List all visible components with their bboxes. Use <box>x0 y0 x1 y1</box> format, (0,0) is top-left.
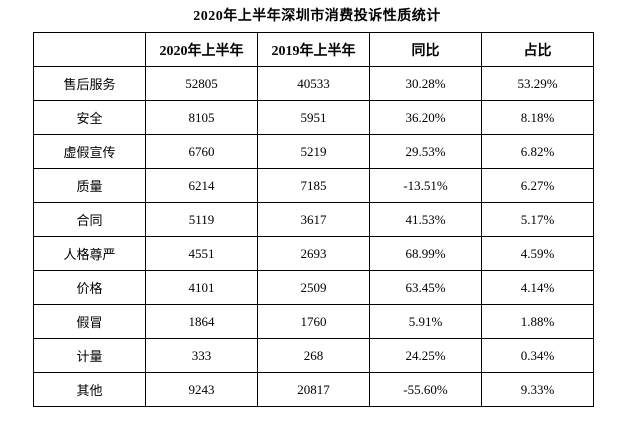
data-cell: 36.20% <box>369 100 482 135</box>
data-cell: -13.51% <box>369 168 482 203</box>
data-cell: 68.99% <box>369 236 482 271</box>
data-cell: 6.27% <box>481 168 594 203</box>
row-label: 其他 <box>33 372 146 407</box>
data-cell: 6760 <box>145 134 258 169</box>
table-row: 合同 5119 3617 41.53% 5.17% <box>33 202 594 237</box>
data-cell: -55.60% <box>369 372 482 407</box>
data-cell: 8.18% <box>481 100 594 135</box>
row-label: 合同 <box>33 202 146 237</box>
data-cell: 53.29% <box>481 66 594 101</box>
data-cell: 5.17% <box>481 202 594 237</box>
data-cell: 9243 <box>145 372 258 407</box>
data-cell: 4.59% <box>481 236 594 271</box>
data-cell: 52805 <box>145 66 258 101</box>
data-cell: 20817 <box>257 372 370 407</box>
complaints-table: 2020年上半年 2019年上半年 同比 占比 售后服务 52805 40533 30… <box>33 32 594 407</box>
data-cell: 2509 <box>257 270 370 305</box>
data-cell: 30.28% <box>369 66 482 101</box>
data-cell: 24.25% <box>369 338 482 373</box>
data-cell: 4551 <box>145 236 258 271</box>
table-row: 其他 9243 20817 -55.60% 9.33% <box>33 372 594 407</box>
row-label: 人格尊严 <box>33 236 146 271</box>
table-header: 2020年上半年 2019年上半年 同比 占比 <box>33 32 594 67</box>
table-row: 售后服务 52805 40533 30.28% 53.29% <box>33 66 594 101</box>
data-cell: 4101 <box>145 270 258 305</box>
data-cell: 7185 <box>257 168 370 203</box>
page-title: 2020年上半年深圳市消费投诉性质统计 <box>193 9 441 24</box>
header-cell-yoy: 同比 <box>369 32 482 67</box>
table-row: 安全 8105 5951 36.20% 8.18% <box>33 100 594 135</box>
row-label: 安全 <box>33 100 146 135</box>
data-cell: 1.88% <box>481 304 594 339</box>
row-label: 价格 <box>33 270 146 305</box>
data-cell: 1760 <box>257 304 370 339</box>
data-cell: 1864 <box>145 304 258 339</box>
table-body: 售后服务 52805 40533 30.28% 53.29% 安全 8105 5951 36.2… <box>33 66 594 407</box>
data-cell: 5.91% <box>369 304 482 339</box>
table-row: 质量 6214 7185 -13.51% 6.27% <box>33 168 594 203</box>
data-cell: 268 <box>257 338 370 373</box>
data-cell: 29.53% <box>369 134 482 169</box>
table-row: 虚假宣传 6760 5219 29.53% 6.82% <box>33 134 594 169</box>
data-cell: 6214 <box>145 168 258 203</box>
data-cell: 5119 <box>145 202 258 237</box>
data-cell: 8105 <box>145 100 258 135</box>
header-cell-blank <box>33 32 146 67</box>
row-label: 售后服务 <box>33 66 146 101</box>
data-cell: 5951 <box>257 100 370 135</box>
table-row: 计量 333 268 24.25% 0.34% <box>33 338 594 373</box>
data-cell: 4.14% <box>481 270 594 305</box>
row-label: 计量 <box>33 338 146 373</box>
table-row: 假冒 1864 1760 5.91% 1.88% <box>33 304 594 339</box>
data-cell: 6.82% <box>481 134 594 169</box>
header-cell-2020: 2020年上半年 <box>145 32 258 67</box>
table-row: 人格尊严 4551 2693 68.99% 4.59% <box>33 236 594 271</box>
data-cell: 5219 <box>257 134 370 169</box>
header-cell-2019: 2019年上半年 <box>257 32 370 67</box>
row-label: 假冒 <box>33 304 146 339</box>
row-label: 虚假宣传 <box>33 134 146 169</box>
data-cell: 41.53% <box>369 202 482 237</box>
data-cell: 2693 <box>257 236 370 271</box>
header-row: 2020年上半年 2019年上半年 同比 占比 <box>33 32 594 67</box>
data-cell: 333 <box>145 338 258 373</box>
header-cell-share: 占比 <box>481 32 594 67</box>
data-cell: 3617 <box>257 202 370 237</box>
data-cell: 9.33% <box>481 372 594 407</box>
data-cell: 0.34% <box>481 338 594 373</box>
data-cell: 40533 <box>257 66 370 101</box>
table-row: 价格 4101 2509 63.45% 4.14% <box>33 270 594 305</box>
data-cell: 63.45% <box>369 270 482 305</box>
row-label: 质量 <box>33 168 146 203</box>
